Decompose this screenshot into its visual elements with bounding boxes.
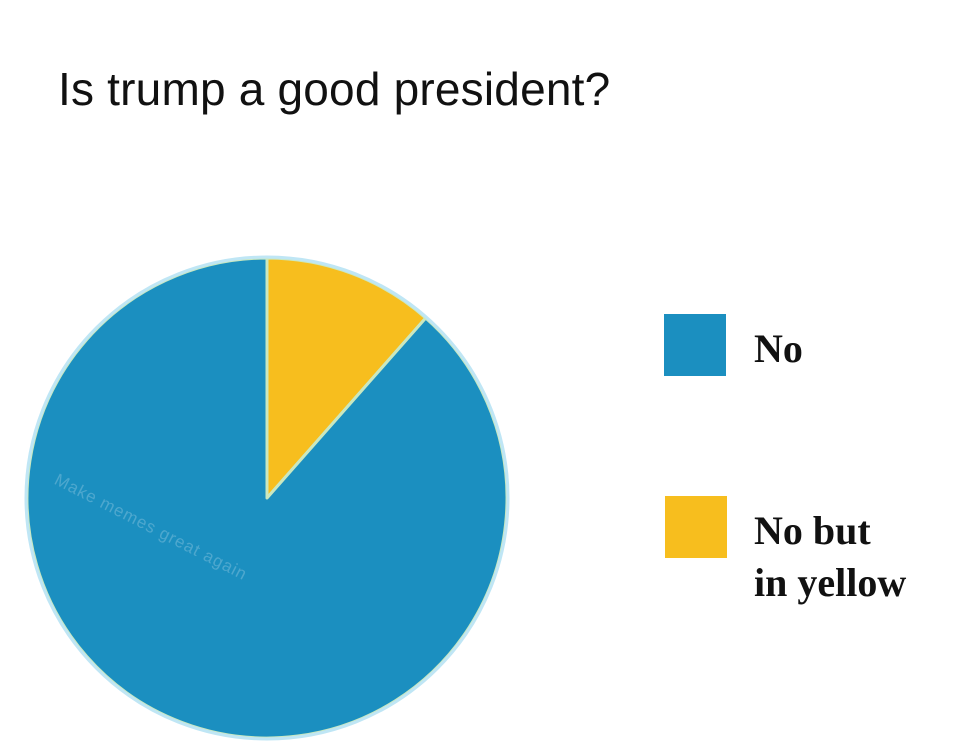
legend-swatch-no-but-in-yellow bbox=[665, 496, 727, 558]
chart-title: Is trump a good president? bbox=[58, 63, 611, 115]
legend-label-no: No bbox=[754, 326, 803, 371]
pie-outline bbox=[24, 255, 510, 741]
legend-label-no-but-in-yellow-line1: No but bbox=[754, 508, 871, 553]
legend-label-no-but-in-yellow-line2: in yellow bbox=[754, 560, 907, 605]
legend-swatch-no bbox=[664, 314, 726, 376]
